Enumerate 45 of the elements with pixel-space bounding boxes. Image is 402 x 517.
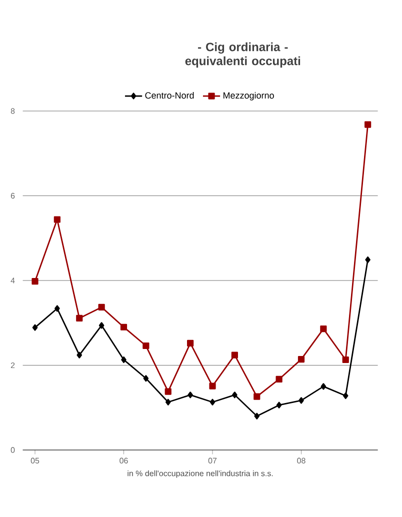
point xyxy=(76,352,82,358)
point xyxy=(143,375,149,382)
point xyxy=(32,278,38,285)
point xyxy=(298,397,304,404)
legend-label: Mezzogiorno xyxy=(224,92,274,100)
y-tick-label: 4 xyxy=(10,278,15,284)
point xyxy=(254,393,260,400)
y-tick-label: 2 xyxy=(10,362,15,368)
point xyxy=(342,356,349,364)
y-tick-label: 8 xyxy=(10,108,15,114)
point xyxy=(298,356,305,363)
point xyxy=(231,352,238,358)
point xyxy=(276,402,282,408)
point xyxy=(98,322,104,329)
x-tick-label: 07 xyxy=(208,458,217,464)
x-axis-title: in % dell'occupazione nell'industria in s.s. xyxy=(128,470,273,478)
x-tick-label: 05 xyxy=(30,458,40,464)
point xyxy=(32,324,38,331)
legend-label: Centro-Nord xyxy=(145,92,194,99)
y-tick-label: 6 xyxy=(10,192,15,199)
x-tick-label: 06 xyxy=(120,458,128,464)
chart-title: - Cig ordinaria - equivalenti occupati xyxy=(185,42,300,68)
x-tick-label: 08 xyxy=(297,458,306,464)
point xyxy=(342,392,348,400)
point xyxy=(76,314,83,322)
point xyxy=(210,398,216,406)
point xyxy=(188,392,193,398)
point xyxy=(54,216,60,223)
point xyxy=(364,121,372,128)
point xyxy=(165,398,171,406)
point xyxy=(209,382,216,390)
point xyxy=(232,392,238,398)
point xyxy=(98,304,105,310)
point xyxy=(142,342,150,350)
point xyxy=(164,388,172,395)
point xyxy=(121,356,126,364)
point xyxy=(54,305,60,312)
point xyxy=(254,412,260,420)
point xyxy=(320,383,326,390)
point xyxy=(365,256,370,264)
point xyxy=(276,376,282,383)
point xyxy=(320,326,327,332)
point xyxy=(187,340,194,347)
y-tick-label: 0 xyxy=(10,447,15,453)
point xyxy=(120,324,128,330)
